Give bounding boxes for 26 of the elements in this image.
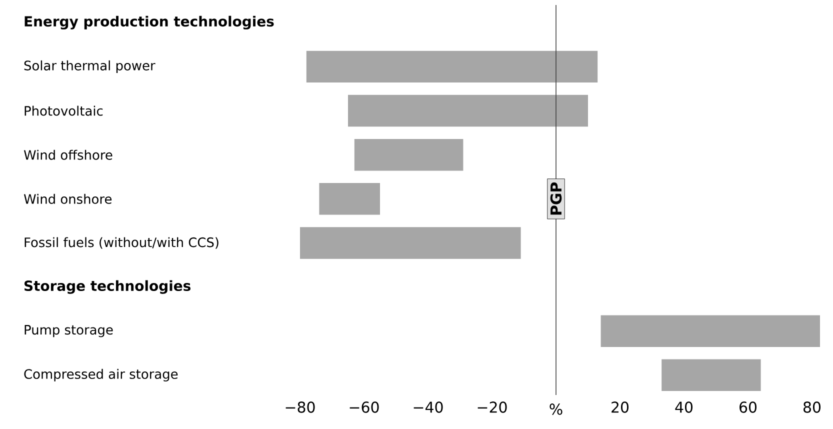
bar [348, 94, 588, 127]
bar [306, 50, 598, 83]
x-tick-label: −20 [478, 402, 507, 413]
x-tick-label: 80 [804, 402, 821, 413]
ref-line-label: PGP [550, 182, 562, 215]
x-tick-label: 40 [675, 402, 693, 413]
bar [354, 138, 464, 171]
x-tick-label: 60 [740, 402, 757, 413]
bar [300, 227, 521, 259]
y-tick-label: Solar thermal power [24, 60, 156, 73]
y-tick-label: Wind offshore [24, 150, 112, 160]
bar [319, 183, 380, 215]
y-tick-label: Storage technologies [24, 280, 190, 294]
x-tick-label: −80 [286, 402, 315, 413]
x-tick-label: −60 [350, 402, 379, 413]
y-tick-label: Compressed air storage [24, 368, 178, 382]
y-tick-label: Energy production technologies [24, 16, 274, 30]
y-tick-label: Pump storage [24, 325, 113, 338]
bar [600, 315, 820, 347]
y-tick-label: Wind onshore [24, 194, 112, 204]
x-tick-label: −40 [414, 402, 443, 413]
x-tick-label: 20 [612, 402, 629, 413]
y-tick-label: Fossil fuels (without/with CCS) [24, 237, 218, 249]
y-tick-label: Photovoltaic [24, 106, 103, 116]
x-axis-title: % [550, 404, 562, 415]
bar [662, 359, 761, 392]
